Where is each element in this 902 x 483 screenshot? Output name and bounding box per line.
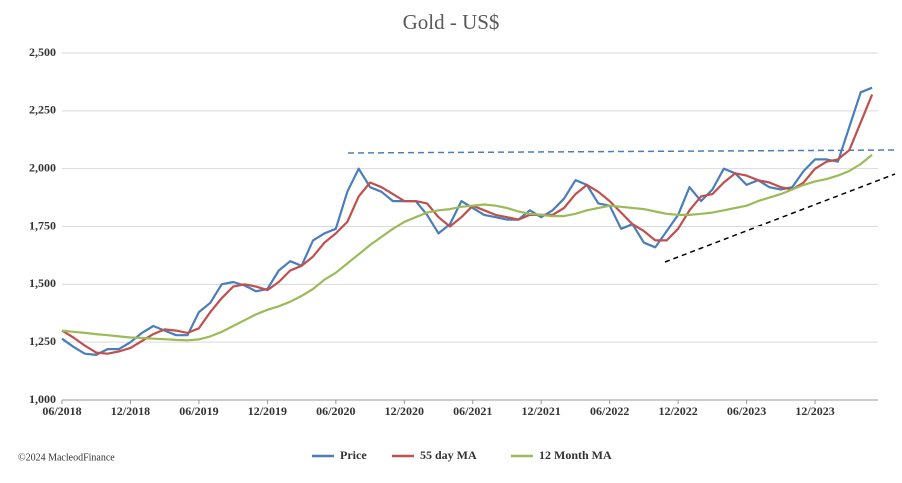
x-tick-label: 12/2019 <box>248 404 287 418</box>
y-tick-label: 1,000 <box>29 392 56 406</box>
x-tick-label: 06/2021 <box>453 404 492 418</box>
series-line <box>61 153 873 342</box>
x-tick-label: 12/2023 <box>795 404 834 418</box>
x-tick-label: 06/2020 <box>316 404 355 418</box>
resistance-line <box>347 149 896 154</box>
x-tick-label: 06/2022 <box>590 404 629 418</box>
x-tick-label: 12/2022 <box>658 404 697 418</box>
y-tick-label: 1,500 <box>29 276 56 290</box>
y-tick-label: 2,000 <box>29 160 56 174</box>
x-tick-label: 12/2020 <box>385 404 424 418</box>
x-tick-label: 12/2021 <box>522 404 561 418</box>
x-tick-label: 06/2019 <box>179 404 218 418</box>
legend-label: 12 Month MA <box>539 448 612 462</box>
series-line <box>61 86 873 356</box>
legend-label: 55 day MA <box>420 448 477 462</box>
legend-label: Price <box>340 448 367 462</box>
x-tick-label: 06/2023 <box>727 404 766 418</box>
y-tick-label: 1,250 <box>29 334 56 348</box>
y-tick-label: 2,250 <box>29 103 56 117</box>
x-tick-label: 06/2018 <box>42 404 81 418</box>
series-line <box>61 94 874 355</box>
chart-title: Gold - US$ <box>403 10 500 34</box>
source-note: ©2024 MacleodFinance <box>18 452 115 463</box>
y-tick-label: 2,500 <box>29 45 56 59</box>
y-tick-label: 1,750 <box>29 218 56 232</box>
x-tick-label: 12/2018 <box>111 404 150 418</box>
